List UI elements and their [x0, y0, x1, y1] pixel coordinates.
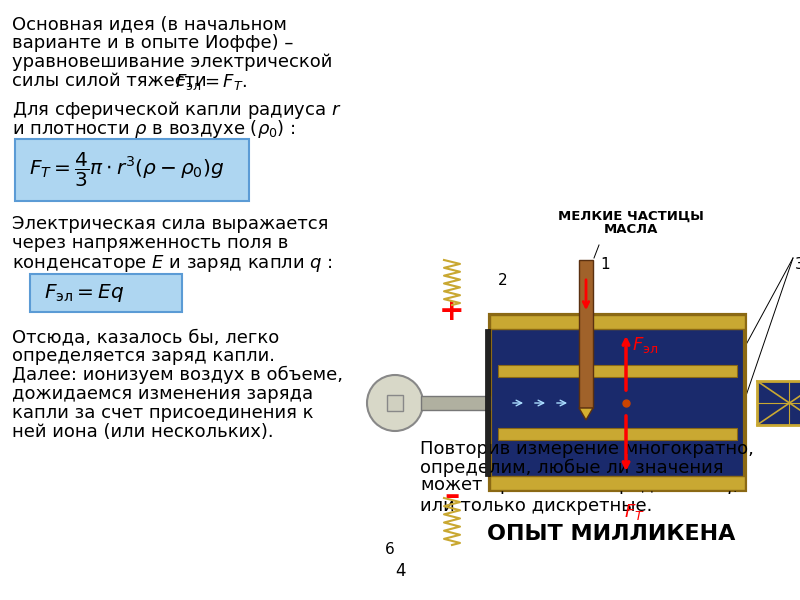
Text: ОПЫТ МИЛЛИКЕНА: ОПЫТ МИЛЛИКЕНА: [486, 524, 735, 544]
Text: через напряженность поля в: через напряженность поля в: [12, 234, 288, 252]
Text: определяется заряд капли.: определяется заряд капли.: [12, 347, 275, 365]
Text: $F_{\rm эл}=F_T.$: $F_{\rm эл}=F_T.$: [175, 72, 247, 92]
Bar: [579, 260, 593, 408]
Bar: [490, 315, 745, 490]
Text: или только дискретные.: или только дискретные.: [420, 497, 652, 515]
Bar: [757, 381, 800, 425]
Text: Отсюда, казалось бы, легко: Отсюда, казалось бы, легко: [12, 328, 279, 346]
Text: 1: 1: [600, 257, 610, 272]
Text: Далее: ионизуем воздух в объеме,: Далее: ионизуем воздух в объеме,: [12, 366, 343, 384]
Text: $F_{\rm эл} = Eq$: $F_{\rm эл} = Eq$: [44, 282, 124, 304]
Text: 3: 3: [795, 257, 800, 272]
Text: капли за счет присоединения к: капли за счет присоединения к: [12, 404, 314, 422]
Bar: [498, 365, 737, 377]
Text: 2: 2: [498, 273, 508, 288]
Text: конденсаторе $E$ и заряд капли $q$ :: конденсаторе $E$ и заряд капли $q$ :: [12, 253, 333, 274]
Text: МАСЛА: МАСЛА: [604, 223, 658, 236]
Text: Основная идея (в начальном: Основная идея (в начальном: [12, 15, 287, 33]
Text: Электрическая сила выражается: Электрическая сила выражается: [12, 215, 328, 233]
Circle shape: [367, 375, 423, 431]
Text: $F_T = \dfrac{4}{3}\pi \cdot r^3(\rho - \rho_0)g$: $F_T = \dfrac{4}{3}\pi \cdot r^3(\rho - …: [29, 151, 224, 189]
Bar: [498, 428, 737, 440]
Text: 6: 6: [385, 542, 394, 557]
Text: уравновешивание электрической: уравновешивание электрической: [12, 53, 332, 71]
Bar: [490, 476, 745, 490]
Bar: [485, 329, 490, 476]
FancyBboxPatch shape: [30, 274, 182, 312]
Bar: [421, 396, 490, 410]
Bar: [490, 315, 745, 329]
Text: дожидаемся изменения заряда: дожидаемся изменения заряда: [12, 385, 313, 403]
Text: может принимать заряд капли $q$,: может принимать заряд капли $q$,: [420, 478, 739, 496]
Text: Повторив измерение многократно,: Повторив измерение многократно,: [420, 440, 754, 458]
Text: Для сферической капли радиуса $r$: Для сферической капли радиуса $r$: [12, 99, 342, 121]
Text: 4: 4: [394, 562, 406, 580]
Text: варианте и в опыте Иоффе) –: варианте и в опыте Иоффе) –: [12, 34, 294, 52]
Polygon shape: [579, 408, 593, 420]
FancyBboxPatch shape: [15, 139, 249, 201]
Text: $F_T$: $F_T$: [624, 502, 645, 522]
Text: +: +: [439, 296, 465, 325]
Bar: [387, 395, 403, 411]
Text: –: –: [444, 481, 460, 511]
Text: ней иона (или нескольких).: ней иона (или нескольких).: [12, 423, 274, 441]
Text: $F_{\rm эл}$: $F_{\rm эл}$: [632, 335, 658, 355]
Text: МЕЛКИЕ ЧАСТИЦЫ: МЕЛКИЕ ЧАСТИЦЫ: [558, 210, 704, 223]
Text: силы силой тяжести: силы силой тяжести: [12, 72, 212, 90]
Text: определим, любые ли значения: определим, любые ли значения: [420, 459, 723, 477]
Text: и плотности $\rho$ в воздухе ($\rho_0$) :: и плотности $\rho$ в воздухе ($\rho_0$) …: [12, 118, 296, 140]
